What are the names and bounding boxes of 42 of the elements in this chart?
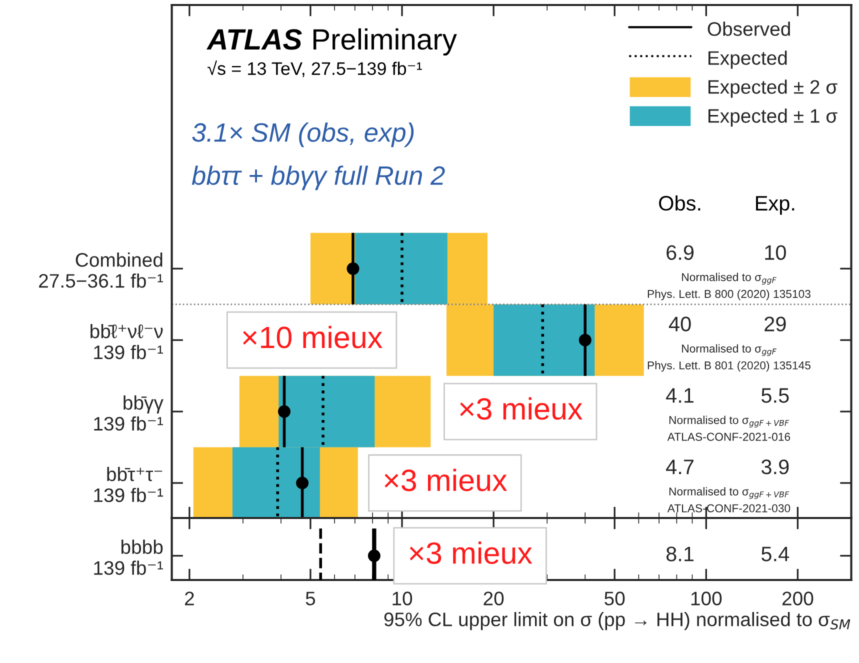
- annotation: ×3 mieux: [384, 468, 508, 492]
- y-tick-label: bbbb 139 fb⁻¹: [94, 540, 164, 575]
- x-tick-label: 50: [604, 592, 625, 606]
- legend-label: Expected ± 1 σ: [708, 108, 838, 127]
- x-tick-label: 20: [484, 592, 504, 606]
- x-tick-label: 200: [782, 592, 814, 606]
- text: Preliminary: [313, 28, 457, 56]
- text: √s = 13 TeV, 27.5−139 fb⁻¹: [208, 60, 422, 78]
- y-tick-label: bb̄γγ 139 fb⁻¹: [94, 395, 164, 431]
- annotation: Normalised to σ$_{ggF+VBF}$ ATLAS-CONF-2021-016: [667, 416, 790, 441]
- y-tick-label: bb̄ℓ⁺νℓ⁻ν 139 fb⁻¹: [90, 324, 164, 360]
- legend-label: Expected ± 2 σ: [708, 80, 838, 98]
- x-tick-label: 10: [392, 592, 412, 606]
- text: ATLAS: [206, 29, 302, 50]
- annotation: 8.1: [666, 546, 694, 562]
- x-tick-label: 100: [691, 592, 722, 606]
- annotation: 5.5: [762, 388, 789, 403]
- legend-label: Observed: [708, 22, 790, 36]
- annotation: Normalised to σ$_{ggF}$ Phys. Lett. B 800 (2020) 135103: [648, 272, 810, 300]
- annotation: 3.9: [761, 460, 789, 474]
- text: 3.1× SM (obs, exp): [192, 122, 414, 148]
- x-tick-label: 5: [306, 592, 316, 606]
- annotation: Normalised to σ$_{ggF}$ Phys. Lett. B 801 (2020) 135145: [648, 344, 810, 372]
- annotation: 5.4: [762, 546, 790, 562]
- annotation: ×3 mieux: [460, 397, 582, 420]
- annotation: 6.9: [666, 245, 694, 260]
- annotation: ×3 mieux: [410, 542, 532, 564]
- x-axis-title: 95% CL upper limit on σ (pp → HH) normalised to σ$_{SM}$: [384, 612, 850, 630]
- annotation: 10: [765, 245, 786, 260]
- text: Exp.: [756, 196, 794, 215]
- annotation: Normalised to σ$_{ggF+VBF}$ ATLAS-CONF-2021-030: [667, 487, 790, 512]
- annotation: 4.7: [666, 460, 694, 474]
- annotation: ×10 mieux: [242, 326, 382, 348]
- y-tick-label: bb̄τ⁺τ⁻ 139 fb⁻¹: [94, 466, 164, 502]
- text: Obs.: [659, 195, 700, 211]
- x-tick-label: 2: [185, 592, 194, 606]
- text: bbττ + bbγγ full Run 2: [192, 166, 445, 190]
- legend-label: Expected: [708, 50, 787, 69]
- annotation: 4.1: [666, 388, 694, 403]
- y-tick-label: Combined 27.5−36.1 fb⁻¹: [39, 252, 164, 288]
- annotation: 29: [764, 316, 786, 332]
- annotation: 40: [668, 316, 691, 332]
